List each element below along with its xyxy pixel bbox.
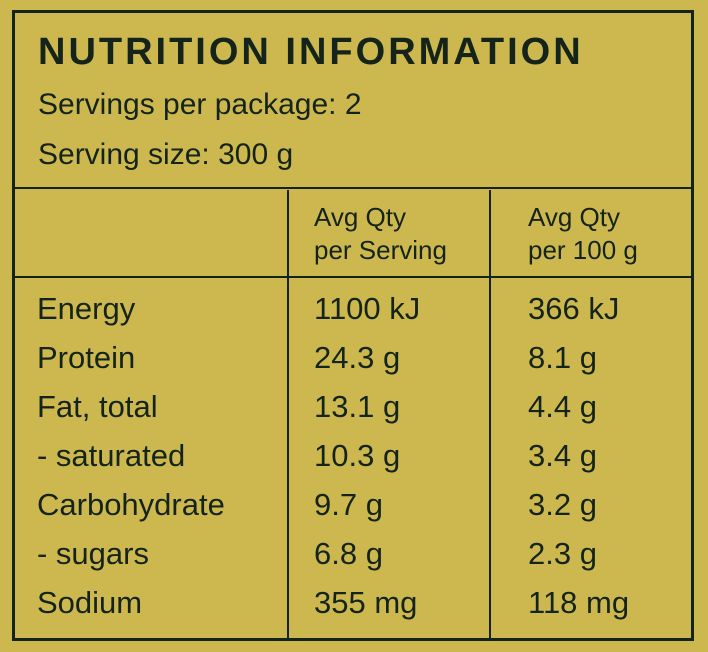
nutrient-value: 8.1 g [528, 340, 597, 375]
nutrient-value: 3.2 g [528, 487, 597, 522]
column-divider [489, 190, 491, 638]
column-divider [287, 190, 289, 638]
servings: Servings per package: 2 [38, 88, 362, 121]
nutrient-value: 366 kJ [528, 291, 620, 326]
nutrient-value: 10.3 g [314, 438, 401, 473]
nutrient-name: Protein [37, 340, 136, 375]
nutrient-value: 2.3 g [528, 536, 597, 571]
nutrient-value: 118 mg [528, 585, 630, 620]
title: NUTRITION INFORMATION [38, 31, 584, 73]
column-header: per Serving [314, 235, 447, 265]
nutrient-name: Energy [37, 291, 136, 326]
nutrient-value: 355 mg [314, 585, 418, 620]
divider [15, 276, 691, 278]
nutrient-name: Fat, total [37, 389, 158, 424]
nutrient-value: 4.4 g [528, 389, 597, 424]
nutrient-value: 6.8 g [314, 536, 383, 571]
nutrient-value: 9.7 g [314, 487, 383, 522]
column-header: per 100 g [528, 235, 638, 265]
column-header: Avg Qty [314, 202, 407, 232]
nutrient-name: - saturated [37, 438, 186, 473]
column-header: Avg Qty [528, 202, 621, 232]
nutrition-panel: NUTRITION INFORMATION Servings per packa… [12, 10, 694, 641]
nutrient-name: Sodium [37, 585, 143, 620]
divider [15, 187, 691, 189]
nutrient-value: 24.3 g [314, 340, 401, 375]
nutrient-value: 1100 kJ [314, 291, 421, 326]
nutrient-value: 3.4 g [528, 438, 597, 473]
nutrient-name: - sugars [37, 536, 149, 571]
nutrient-value: 13.1 g [314, 389, 401, 424]
nutrient-name: Carbohydrate [37, 487, 225, 522]
serving-size: Serving size: 300 g [38, 138, 294, 171]
